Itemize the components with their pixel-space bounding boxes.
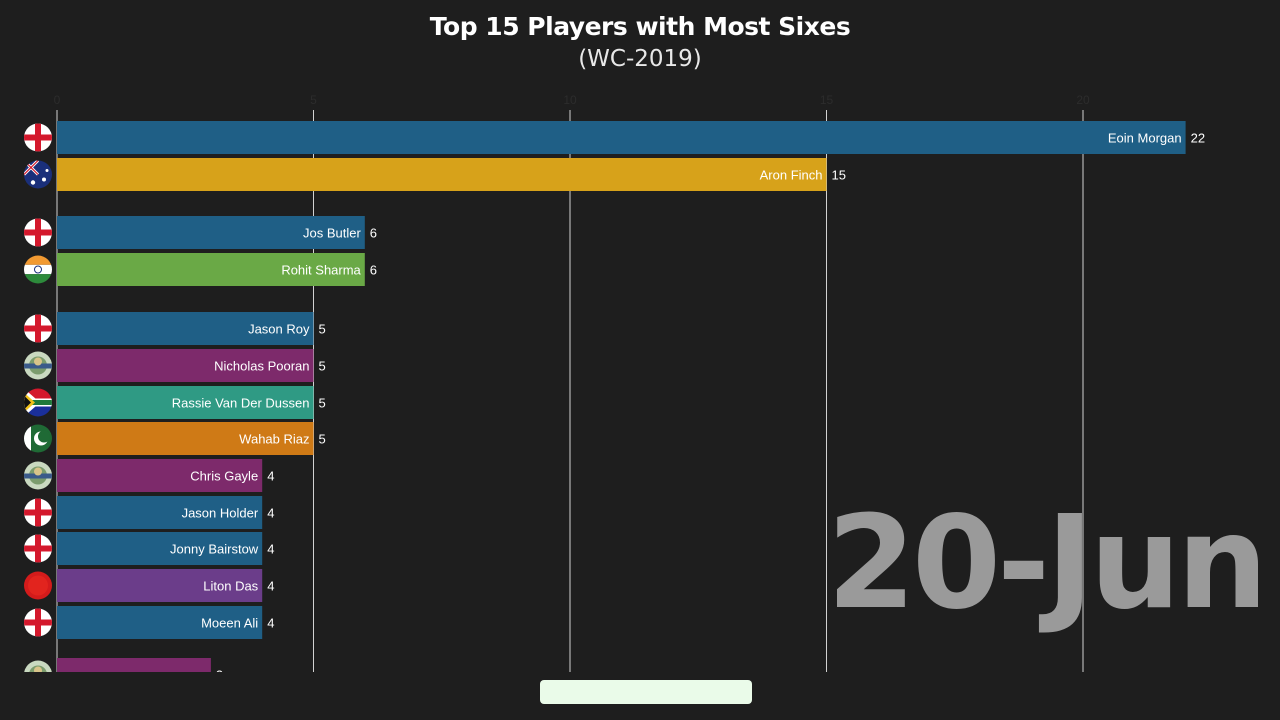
england-flag-icon [24, 314, 52, 343]
bar-name-label: Nicholas Pooran [214, 359, 309, 374]
x-tick-label: 20 [1076, 93, 1090, 107]
bangladesh-flag-icon [24, 571, 52, 600]
bar-row: Nicholas Pooran 5 [24, 349, 326, 382]
bar-name-label: Jason Roy [248, 322, 310, 337]
bar-value-label: 22 [1191, 131, 1205, 146]
south-africa-flag-icon [24, 388, 52, 417]
bar [57, 422, 314, 455]
bar-name-label: Aron Finch [760, 168, 823, 183]
bar-name-label: Moeen Ali [201, 616, 258, 631]
bar-row: Aron Finch 15 [24, 158, 846, 191]
date-watermark: 20-Jun [826, 489, 1268, 638]
bar-row: Jos Butler 6 [24, 216, 377, 249]
bar [57, 658, 211, 672]
bar-value-label: 5 [319, 432, 326, 447]
bar-name-label: Jason Holder [182, 506, 259, 521]
bar [57, 532, 263, 565]
bar-value-label: 5 [319, 359, 326, 374]
x-tick-label: 10 [563, 93, 577, 107]
bar-row: Jason Roy 5 [24, 312, 326, 345]
bar-row: Jason Holder 4 [24, 496, 274, 529]
gridlines: 0 5 10 15 20 [54, 93, 1090, 672]
bar-value-label: 6 [370, 226, 377, 241]
west-indies-flag-icon [24, 461, 52, 490]
chart-title: Top 15 Players with Most Sixes [429, 12, 851, 41]
england-flag-icon [24, 498, 52, 527]
bar-row: Jonny Bairstow 4 [24, 532, 274, 565]
england-flag-icon [24, 534, 52, 563]
bar [57, 496, 263, 529]
bar [57, 606, 263, 639]
bar [57, 349, 314, 382]
west-indies-flag-icon [24, 351, 52, 380]
bar [57, 121, 1186, 154]
bar [57, 459, 263, 492]
bar-row: Eoin Morgan 22 [24, 121, 1205, 154]
bar-value-label: 15 [832, 168, 846, 183]
bar-row: Wahab Riaz 5 [24, 422, 326, 455]
bar-value-label: 3 [216, 668, 223, 683]
pakistan-flag-icon [24, 424, 52, 453]
bar-row: Moeen Ali 4 [24, 606, 274, 639]
bar-value-label: 4 [267, 579, 274, 594]
x-tick-label: 0 [54, 93, 61, 107]
bar-value-label: 4 [267, 469, 274, 484]
bar-row: Rohit Sharma 6 [24, 253, 377, 286]
australia-flag-icon [24, 160, 52, 189]
bar-row: Chris Gayle 4 [24, 459, 274, 492]
england-flag-icon [24, 608, 52, 637]
bar [57, 312, 314, 345]
x-tick-label: 5 [310, 93, 317, 107]
bar-name-label: Eoin Morgan [1108, 131, 1182, 146]
bar-row: Rassie Van Der Dussen 5 [24, 386, 326, 419]
bar [57, 569, 263, 602]
bar-value-label: 5 [319, 396, 326, 411]
bar [57, 158, 827, 191]
bar-value-label: 4 [267, 616, 274, 631]
bar [57, 253, 365, 286]
west-indies-flag-icon [24, 660, 52, 672]
x-tick-label: 15 [820, 93, 834, 107]
bar-row: 3 [24, 658, 223, 683]
bar-value-label: 4 [267, 542, 274, 557]
bar [57, 216, 365, 249]
chart-subtitle: (WC-2019) [578, 46, 702, 72]
bar-row: Liton Das 4 [24, 569, 274, 602]
bar-name-label: Liton Das [203, 579, 258, 594]
bar-name-label: Chris Gayle [190, 469, 258, 484]
bar-name-label: Jonny Bairstow [170, 542, 259, 557]
england-flag-icon [24, 123, 52, 152]
bar-name-label: Rassie Van Der Dussen [172, 396, 310, 411]
bar-value-label: 5 [319, 322, 326, 337]
bar-value-label: 6 [370, 263, 377, 278]
bar [57, 386, 314, 419]
bar-name-label: Wahab Riaz [239, 432, 309, 447]
bar-value-label: 4 [267, 506, 274, 521]
playback-scrubber-handle[interactable] [540, 680, 752, 704]
england-flag-icon [24, 218, 52, 247]
bar-name-label: Rohit Sharma [281, 263, 361, 278]
bar-name-label: Jos Butler [303, 226, 361, 241]
india-flag-icon [24, 255, 52, 284]
